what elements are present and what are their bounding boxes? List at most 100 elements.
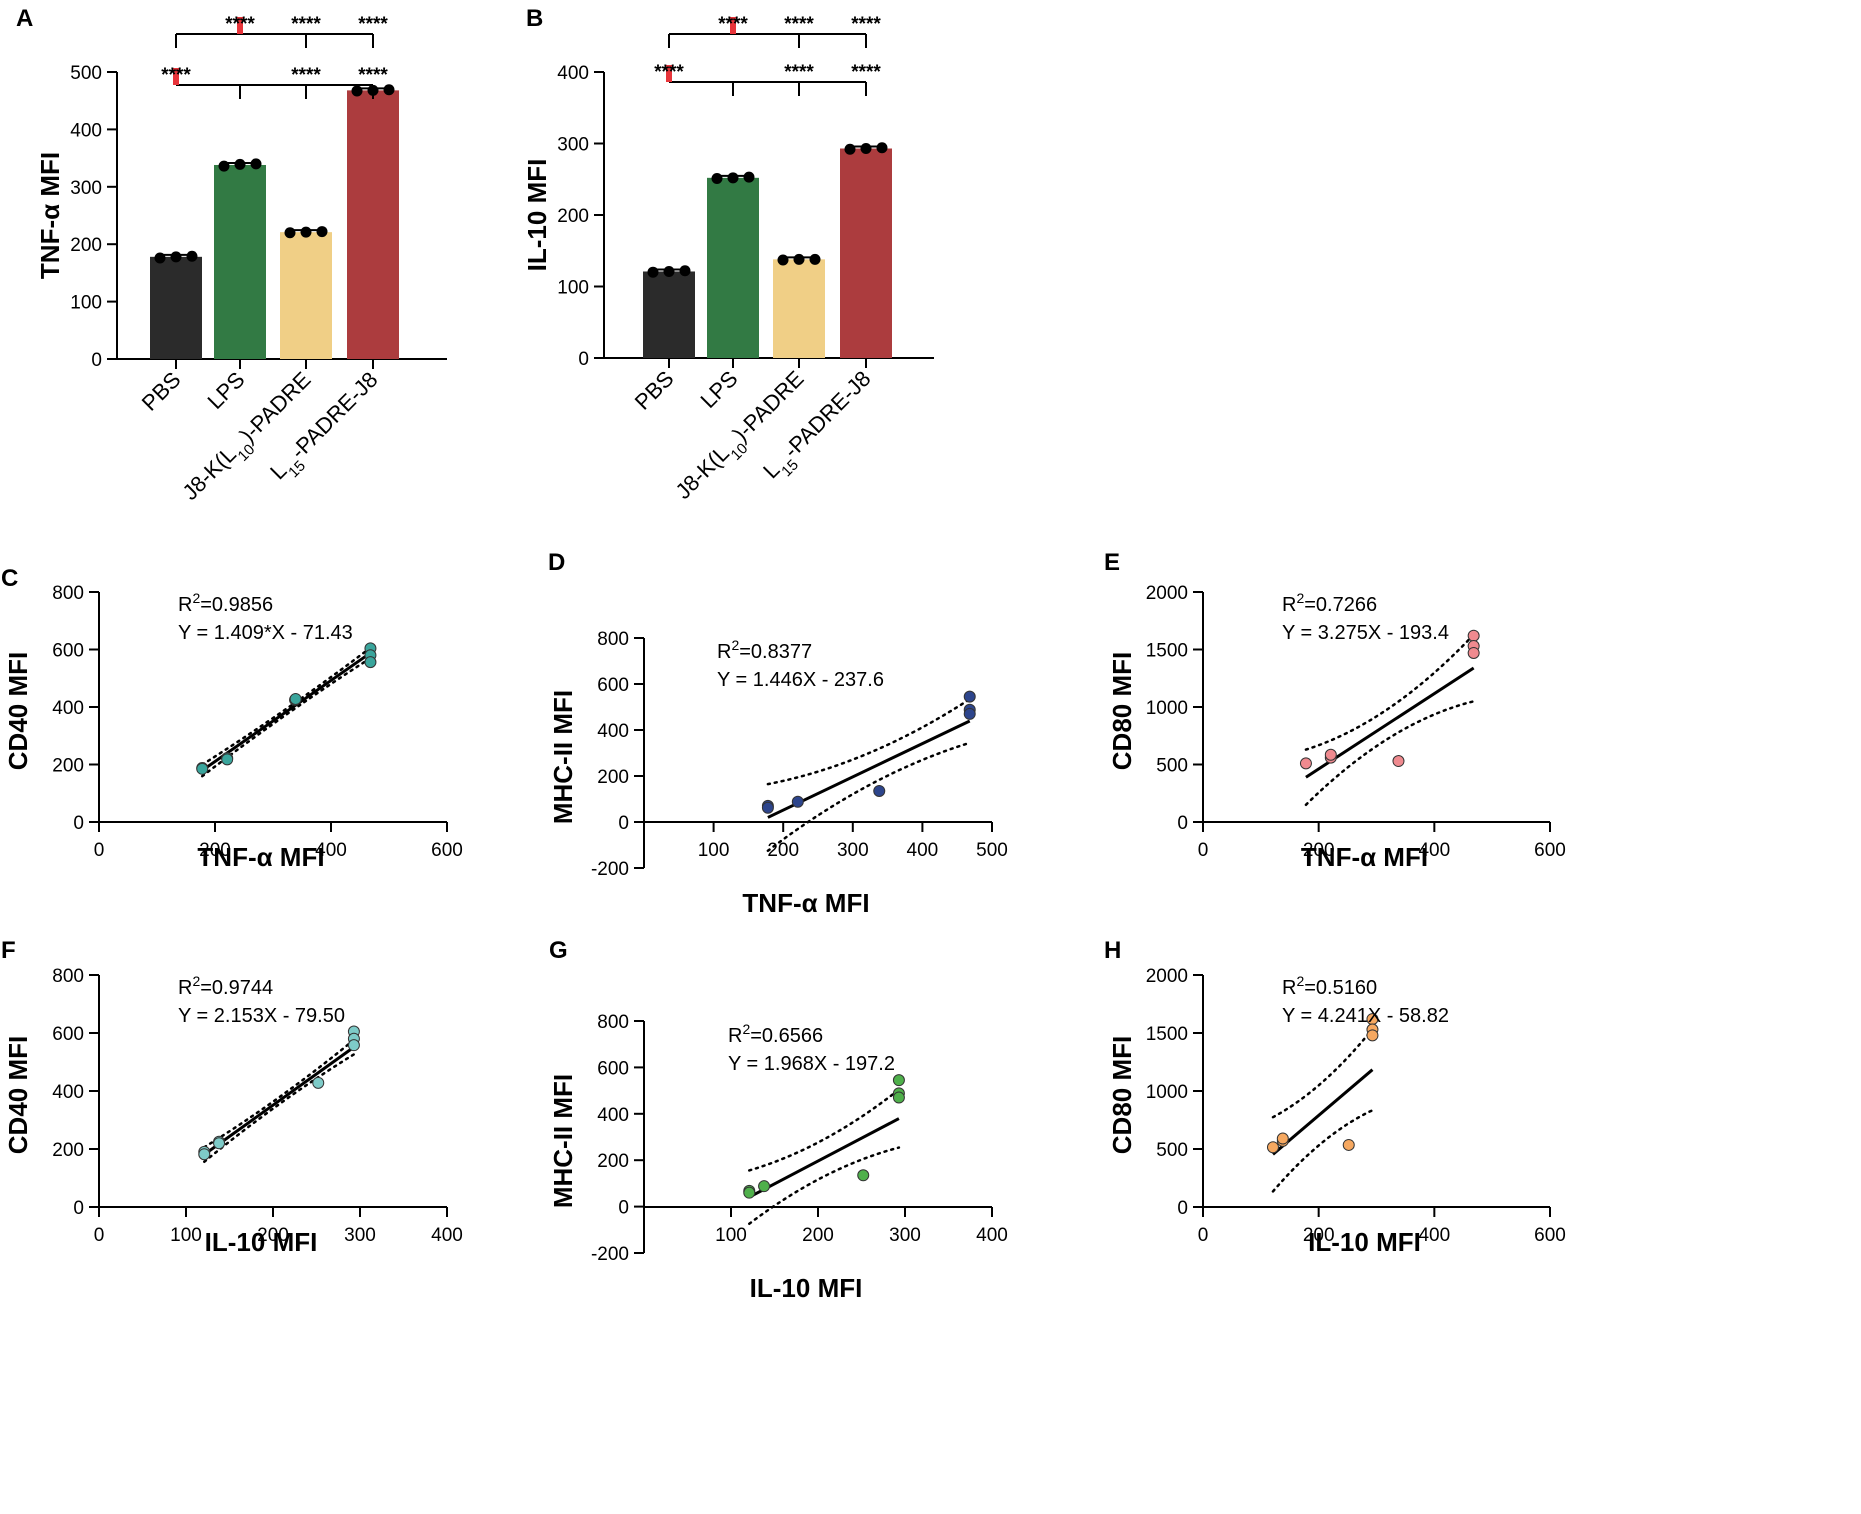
y-axis-label: CD40 MFI [3,1036,33,1154]
y-tick-label: 200 [52,1140,84,1161]
confidence-band-lower [1271,1109,1374,1193]
panel-label: A [16,5,33,32]
data-point [876,142,888,154]
r-squared-label: R2=0.5160 [1282,973,1377,999]
y-tick-label: 0 [91,350,102,371]
y-tick-label: 200 [597,767,629,788]
x-tick-label: 400 [907,840,939,861]
significance-label: **** [784,62,814,83]
y-tick-label: 300 [557,135,589,156]
panel-label: D [548,549,565,576]
panel-label: G [549,937,568,964]
r-squared-superscript: 2 [742,1021,750,1037]
data-point [351,85,363,97]
data-point [221,753,234,766]
bar-1 [150,256,202,359]
data-point [857,1169,870,1182]
data-point [963,690,976,703]
y-tick-label: 0 [73,1198,84,1219]
x-tick-label: 200 [802,1225,834,1246]
r-squared-value: =0.6566 [750,1025,823,1047]
r-squared-superscript: 2 [192,973,200,989]
x-tick-label: 300 [889,1225,921,1246]
regression-equation: Y = 1.968X - 197.2 [728,1053,895,1075]
panel-e: E 0 500 1000 1500 2000 0 200 400 600 TNF-α MFI CD80… [1104,549,1566,872]
confidence-band-upper [1271,1027,1374,1119]
x-tick-label: 0 [1198,840,1209,861]
panel-label: H [1104,937,1121,964]
panel-c: C 0 200 400 600 800 0 200 400 600 TNF-α MFI CD40 MF… [1,565,463,872]
x-tick-label: 100 [698,840,730,861]
y-tick-label: 200 [52,756,84,777]
data-point [963,707,976,720]
panel-label: B [526,5,543,32]
x-tick-label: 400 [1418,1225,1450,1246]
r-squared-symbol: R [178,594,192,616]
data-point [761,801,774,814]
data-point [1276,1132,1289,1145]
x-tick-label: 500 [976,840,1008,861]
data-point [663,265,675,277]
data-point [647,266,659,278]
significance-label: **** [291,14,321,35]
x-tick-label: 0 [94,1225,105,1246]
y-tick-label: 0 [578,349,589,370]
confidence-band-upper [748,1088,901,1172]
data-point [198,1148,211,1161]
confidence-band-upper [766,697,971,786]
r-squared-symbol: R [728,1025,742,1047]
panel-label: E [1104,549,1120,576]
category-text: LPS [202,367,249,414]
x-tick-label: 600 [431,840,463,861]
data-point [234,158,246,170]
x-tick-label: 100 [715,1225,747,1246]
significance-label: **** [358,65,388,86]
data-point [218,160,230,172]
r-squared-label: R2=0.8377 [717,637,812,663]
data-point [289,692,302,705]
y-tick-label: 200 [597,1151,629,1172]
y-tick-label: 800 [597,629,629,650]
bar-4 [840,148,892,358]
y-tick-label: 100 [557,278,589,299]
r-squared-value: =0.9744 [200,977,273,999]
r-squared-value: =0.9856 [200,594,273,616]
y-tick-label: 400 [597,1105,629,1126]
bar-2 [707,177,759,358]
y-tick-label: 800 [52,966,84,987]
data-point [347,1039,360,1052]
regression-equation: Y = 3.275X - 193.4 [1282,622,1449,644]
x-tick-label: 200 [767,840,799,861]
data-point [383,84,395,96]
data-point [743,171,755,183]
r-squared-symbol: R [717,641,731,663]
x-tick-label: 400 [1418,840,1450,861]
data-point [873,784,886,797]
data-point [1324,748,1337,761]
data-point [777,254,789,266]
r-squared-symbol: R [1282,977,1296,999]
y-axis-label: MHC-II MFI [548,690,578,824]
data-point [892,1074,905,1087]
x-tick-label: 400 [976,1225,1008,1246]
data-point [284,227,296,239]
data-point [316,226,328,238]
data-point [1366,1029,1379,1042]
x-axis-label: TNF-α MFI [1301,842,1428,872]
panel-f: F 0 200 400 600 800 0 100 200 300 400 IL-10 MFI CD40… [1,937,463,1257]
r-squared-superscript: 2 [1296,590,1304,606]
y-tick-label: 0 [618,813,629,834]
confidence-band-lower [1304,700,1475,807]
data-point [154,252,166,264]
data-point [186,250,198,262]
reference-marker [237,17,243,34]
significance-label: **** [718,14,748,35]
r-squared-superscript: 2 [1296,973,1304,989]
y-tick-label: 2000 [1146,966,1188,987]
y-tick-label: 0 [73,813,84,834]
category-label: LPS [202,367,249,414]
y-tick-label: 800 [52,583,84,604]
y-tick-label: 0 [1177,1198,1188,1219]
x-tick-label: 400 [431,1225,463,1246]
